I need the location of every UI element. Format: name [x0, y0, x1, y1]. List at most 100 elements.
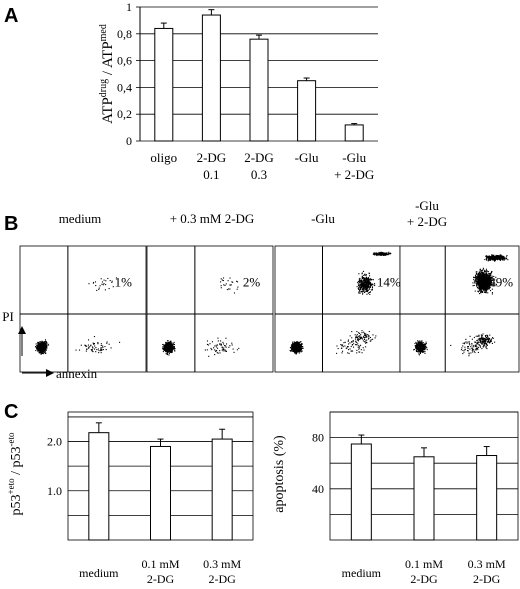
scatter-point — [39, 349, 41, 351]
scatter-point — [480, 290, 482, 292]
scatter-point — [477, 342, 479, 345]
bar — [154, 27, 174, 142]
scatter-point — [463, 351, 465, 353]
scatter-point — [368, 292, 370, 294]
scatter-point — [419, 352, 421, 355]
scatter-point — [78, 349, 81, 351]
scatter-point — [477, 348, 479, 350]
scatter-point — [294, 352, 296, 354]
scatter-point — [464, 348, 466, 350]
scatter-point — [219, 352, 221, 354]
scatter-point — [488, 259, 490, 261]
scatter-point — [365, 289, 368, 291]
scatter-point — [483, 284, 485, 286]
scatter-point — [486, 258, 488, 260]
scatter-point — [478, 286, 480, 288]
scatter-point — [211, 349, 213, 351]
scatter-point — [363, 278, 365, 281]
scatter-point — [295, 342, 298, 345]
scatter-point — [41, 347, 43, 349]
scatter-point — [84, 344, 86, 346]
scatter-point — [479, 281, 482, 283]
scatter-point — [499, 257, 501, 259]
scatter-point — [476, 271, 478, 273]
scatter-point — [342, 346, 344, 348]
scatter-point — [296, 349, 298, 351]
scatter-point — [420, 340, 422, 342]
scatter-dots — [162, 277, 240, 357]
scatter-point — [477, 276, 479, 278]
scatter-point — [357, 346, 359, 348]
scatter-point — [490, 258, 492, 260]
scatter-point — [164, 350, 166, 352]
scatter-point — [211, 341, 213, 343]
scatter-point — [488, 257, 490, 259]
scatter-point — [486, 282, 489, 284]
flow-plot-title: medium — [59, 211, 102, 226]
scatter-point — [475, 278, 477, 280]
scatter-point — [506, 258, 508, 260]
scatter-point — [90, 349, 92, 351]
scatter-point — [236, 288, 238, 290]
scatter-point — [480, 285, 482, 287]
scatter-point — [486, 271, 488, 273]
scatter-point — [480, 283, 482, 285]
scatter-point — [483, 283, 485, 285]
scatter-point — [93, 343, 95, 345]
scatter-point — [168, 348, 170, 350]
scatter-point — [420, 351, 423, 353]
scatter-point — [474, 277, 476, 279]
scatter-point — [293, 348, 295, 350]
scatter-point — [370, 284, 372, 286]
scatter-point — [169, 347, 171, 349]
scatter-point — [481, 272, 483, 274]
scatter-point — [42, 342, 44, 345]
scatter-point — [485, 292, 487, 294]
scatter-point — [495, 256, 497, 258]
scatter-point — [498, 255, 500, 257]
scatter-point — [360, 334, 362, 336]
scatter-point — [357, 345, 359, 347]
scatter-point — [364, 336, 366, 338]
scatter-point — [236, 281, 239, 283]
scatter-point — [476, 280, 478, 282]
scatter-point — [98, 352, 100, 354]
scatter-point — [169, 343, 171, 345]
scatter-point — [366, 281, 368, 283]
scatter-point — [359, 290, 361, 292]
scatter-point — [297, 349, 299, 351]
scatter-point — [499, 255, 501, 257]
scatter-dots — [289, 251, 392, 355]
scatter-point — [488, 258, 490, 260]
scatter-point — [359, 332, 361, 334]
scatter-point — [493, 258, 495, 260]
scatter-point — [485, 284, 487, 287]
scatter-point — [505, 256, 508, 258]
scatter-point — [489, 290, 492, 292]
scatter-point — [389, 252, 391, 254]
scatter-point — [378, 253, 380, 255]
scatter-point — [363, 289, 365, 291]
scatter-point — [360, 286, 362, 288]
scatter-point — [482, 285, 484, 287]
scatter-point — [487, 281, 489, 283]
scatter-point — [475, 275, 477, 277]
scatter-point — [364, 280, 366, 282]
scatter-point — [374, 253, 376, 255]
scatter-point — [361, 281, 363, 283]
scatter-point — [421, 340, 423, 342]
scatter-point — [494, 258, 496, 260]
scatter-point — [362, 280, 364, 282]
scatter-point — [483, 280, 485, 282]
scatter-point — [472, 282, 474, 284]
scatter-point — [166, 344, 168, 346]
scatter-point — [484, 288, 486, 290]
scatter-point — [173, 347, 175, 350]
scatter-point — [483, 277, 486, 279]
scatter-point — [502, 256, 504, 258]
scatter-point — [369, 282, 371, 284]
scatter-point — [167, 345, 170, 347]
scatter-point — [489, 287, 491, 289]
scatter-point — [297, 346, 299, 348]
